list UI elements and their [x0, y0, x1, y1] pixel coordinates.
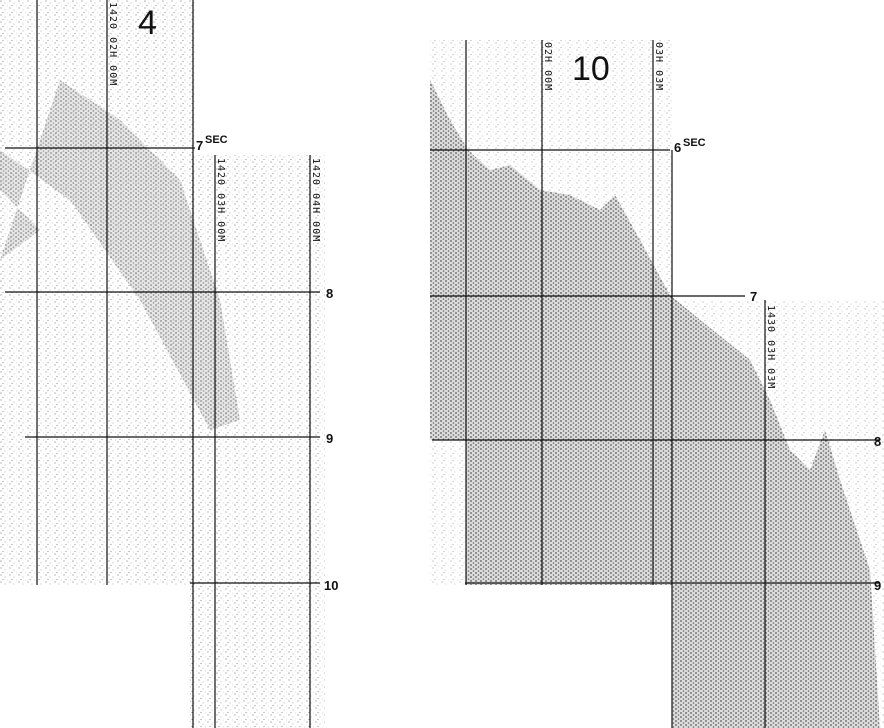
time-mark: 8 [326, 286, 333, 301]
time-mark: 8 [874, 434, 881, 449]
time-mark: 6 [674, 140, 681, 155]
time-mark: 10 [324, 578, 338, 593]
trace-label: 1420 04H 00M [310, 158, 321, 242]
time-unit: SEC [683, 137, 706, 149]
right-record [430, 40, 884, 728]
time-mark: 9 [326, 431, 333, 446]
trace-label: 1420 03H 00M [215, 158, 226, 242]
left-record [0, 0, 325, 728]
panel-title: 4 [138, 4, 157, 42]
trace-label: 02H 00M [542, 42, 553, 91]
seismic-figure: 4 7 SEC 8 9 10 1420 02H 00M 1420 03H 00M… [0, 0, 884, 728]
time-mark: 7 [750, 289, 757, 304]
trace-label: 1430 03H 03M [765, 305, 776, 389]
time-mark: 9 [874, 578, 881, 593]
panel-title: 10 [572, 50, 610, 88]
time-mark: 7 [196, 138, 203, 153]
time-unit: SEC [205, 134, 228, 146]
trace-label: 03H 03M [653, 42, 664, 91]
trace-label: 1420 02H 00M [107, 2, 118, 86]
